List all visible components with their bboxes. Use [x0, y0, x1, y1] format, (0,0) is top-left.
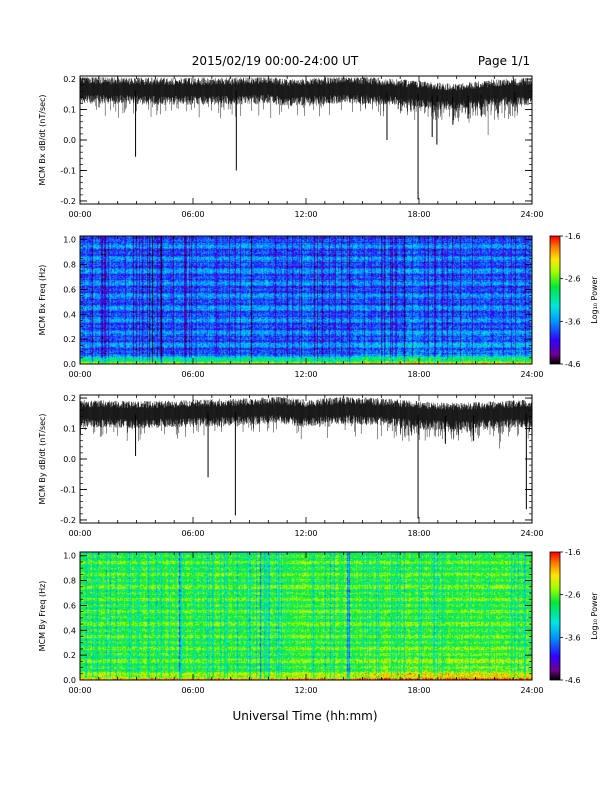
bx-dbdt-y-axis-label: MCM Bx dB/dt (nT/sec) — [38, 94, 47, 185]
y-tick-label: 0.2 — [63, 75, 76, 84]
bx-colorbar-axes: -1.6 -2.6 -3.6 -4.6 — [560, 232, 581, 369]
y-tick-label: 0.4 — [63, 310, 76, 319]
x-tick-label: 18:00 — [407, 686, 430, 695]
bx-spectrogram-axes: 00:00 06:00 12:00 18:00 24:00 0.0 0.2 0.4 0.6 0.8… — [63, 236, 543, 379]
y-tick-label: -0.1 — [60, 166, 76, 175]
header-page-number: Page 1/1 — [478, 54, 530, 68]
y-tick-label: 0.1 — [63, 425, 76, 434]
bx-dbdt-axes: 00:00 06:00 12:00 18:00 24:00 0.2 0.1 0.0 -0.1 -0… — [60, 75, 543, 219]
y-tick-label: 0.2 — [63, 394, 76, 403]
y-tick-label: 0.6 — [63, 285, 76, 294]
y-tick-label: 0.0 — [63, 455, 76, 464]
y-tick-label: 0.0 — [63, 360, 76, 369]
x-tick-label: 18:00 — [407, 210, 430, 219]
x-tick-label: 00:00 — [68, 686, 91, 695]
by-dbdt-axes: 00:00 06:00 12:00 18:00 24:00 0.2 0.1 0.0 -0.1 -0… — [60, 394, 543, 538]
bx-spectrogram-image — [80, 236, 532, 364]
x-tick-label: 06:00 — [181, 210, 204, 219]
y-tick-label: 0.0 — [63, 676, 76, 685]
bx-colorbar-label: Log₁₀ Power — [590, 276, 599, 324]
y-tick-label: 0.8 — [63, 261, 76, 270]
by-spectrogram-axes: 00:00 06:00 12:00 18:00 24:00 0.0 0.2 0.4 0.6 0.8… — [63, 552, 543, 695]
x-tick-label: 24:00 — [520, 210, 543, 219]
y-tick-label: -0.2 — [60, 197, 76, 206]
dbdt-trace-path — [79, 396, 533, 449]
colorbar-tick-label: -4.6 — [565, 676, 581, 685]
y-tick-label: 0.8 — [63, 577, 76, 586]
x-tick-label: 06:00 — [181, 529, 204, 538]
x-tick-label: 18:00 — [407, 529, 430, 538]
y-tick-label: 1.0 — [63, 552, 76, 561]
panel-by-spectrogram: 00:00 06:00 12:00 18:00 24:00 0.0 0.2 0.4 0.6 0.8… — [38, 548, 599, 695]
by-colorbar-axes: -1.6 -2.6 -3.6 -4.6 — [560, 548, 581, 685]
y-tick-label: 0.2 — [63, 335, 76, 344]
y-tick-label: -0.1 — [60, 485, 76, 494]
x-tick-label: 00:00 — [68, 210, 91, 219]
y-tick-label: 1.0 — [63, 236, 76, 245]
x-tick-label: 24:00 — [520, 529, 543, 538]
bx-dbdt-trace — [79, 77, 533, 200]
bx-colorbar-gradient — [550, 236, 560, 364]
y-tick-label: 0.2 — [63, 651, 76, 660]
colorbar-tick-label: -1.6 — [565, 232, 581, 241]
x-tick-label: 12:00 — [294, 210, 317, 219]
x-tick-label: 06:00 — [181, 370, 204, 379]
x-tick-label: 12:00 — [294, 529, 317, 538]
by-spectrogram-y-axis-label: MCM By Freq (Hz) — [38, 581, 47, 652]
by-dbdt-trace — [79, 396, 533, 519]
x-tick-label: 06:00 — [181, 686, 204, 695]
y-tick-label: -0.2 — [60, 516, 76, 525]
by-colorbar-gradient — [550, 552, 560, 680]
dbdt-trace-path — [79, 77, 533, 136]
x-tick-label: 24:00 — [520, 370, 543, 379]
y-tick-label: 0.1 — [63, 106, 76, 115]
x-axis-title: Universal Time (hh:mm) — [232, 709, 377, 723]
colorbar-tick-label: -2.6 — [565, 591, 581, 600]
panel-by-dbdt: 00:00 06:00 12:00 18:00 24:00 0.2 0.1 0.0 -0.1 -0… — [38, 394, 544, 538]
by-colorbar-frame — [549, 551, 561, 681]
colorbar-tick-label: -2.6 — [565, 275, 581, 284]
by-colorbar-label: Log₁₀ Power — [590, 592, 599, 640]
x-tick-label: 18:00 — [407, 370, 430, 379]
panel-bx-dbdt: 00:00 06:00 12:00 18:00 24:00 0.2 0.1 0.0 -0.1 -0… — [38, 75, 544, 219]
x-tick-label: 00:00 — [68, 529, 91, 538]
by-dbdt-y-axis-label: MCM By dB/dt (nT/sec) — [38, 413, 47, 504]
by-spectrogram-image — [80, 552, 532, 680]
colorbar-tick-label: -3.6 — [565, 633, 581, 642]
bx-colorbar-frame — [549, 235, 561, 365]
y-tick-label: 0.0 — [63, 136, 76, 145]
x-tick-label: 12:00 — [294, 370, 317, 379]
header-date-range: 2015/02/19 00:00-24:00 UT — [192, 54, 359, 68]
x-tick-label: 00:00 — [68, 370, 91, 379]
colorbar-tick-label: -4.6 — [565, 360, 581, 369]
colorbar-tick-label: -1.6 — [565, 548, 581, 557]
y-tick-label: 0.6 — [63, 601, 76, 610]
x-tick-label: 12:00 — [294, 686, 317, 695]
bx-spectrogram-y-axis-label: MCM Bx Freq (Hz) — [38, 265, 47, 336]
y-tick-label: 0.4 — [63, 626, 76, 635]
panel-bx-spectrogram: 00:00 06:00 12:00 18:00 24:00 0.0 0.2 0.4 0.6 0.8… — [38, 232, 599, 379]
colorbar-tick-label: -3.6 — [565, 317, 581, 326]
x-tick-label: 24:00 — [520, 686, 543, 695]
